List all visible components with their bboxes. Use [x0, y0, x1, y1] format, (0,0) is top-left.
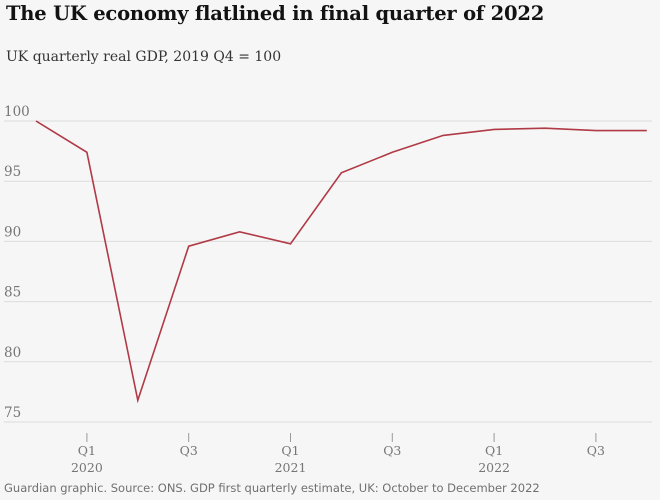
y-tick-label: 90: [4, 224, 21, 240]
x-year-label: 2022: [478, 460, 510, 475]
series-layer: [35, 120, 647, 404]
x-year-label: 2021: [275, 460, 307, 475]
y-tick-label: 100: [4, 104, 30, 120]
x-tick-label: Q1: [485, 443, 503, 458]
x-tick-label: Q3: [383, 443, 401, 458]
chart-subtitle: UK quarterly real GDP, 2019 Q4 = 100: [6, 49, 282, 65]
y-tick-label: 75: [4, 405, 21, 421]
x-tick-label: Q3: [180, 443, 198, 458]
x-tick-label: Q1: [281, 443, 299, 458]
y-tick-labels: 75 80 85 90 95 100: [4, 104, 30, 421]
y-tick-label: 80: [4, 345, 21, 361]
x-year-label: 2020: [71, 460, 103, 475]
y-tick-label: 85: [4, 285, 21, 301]
x-tick-label: Q3: [587, 443, 605, 458]
grid-layer: [4, 120, 652, 423]
y-tick-label: 95: [4, 164, 21, 180]
x-tick-labels: Q1 2020 Q3 Q1 2021 Q3 Q1 2022 Q3: [71, 433, 605, 475]
gdp-series-line: [35, 120, 647, 404]
source-footer: Guardian graphic. Source: ONS. GDP first…: [4, 481, 540, 495]
x-tick-label: Q1: [78, 443, 96, 458]
chart-title: The UK economy flatlined in final quarte…: [6, 2, 545, 25]
